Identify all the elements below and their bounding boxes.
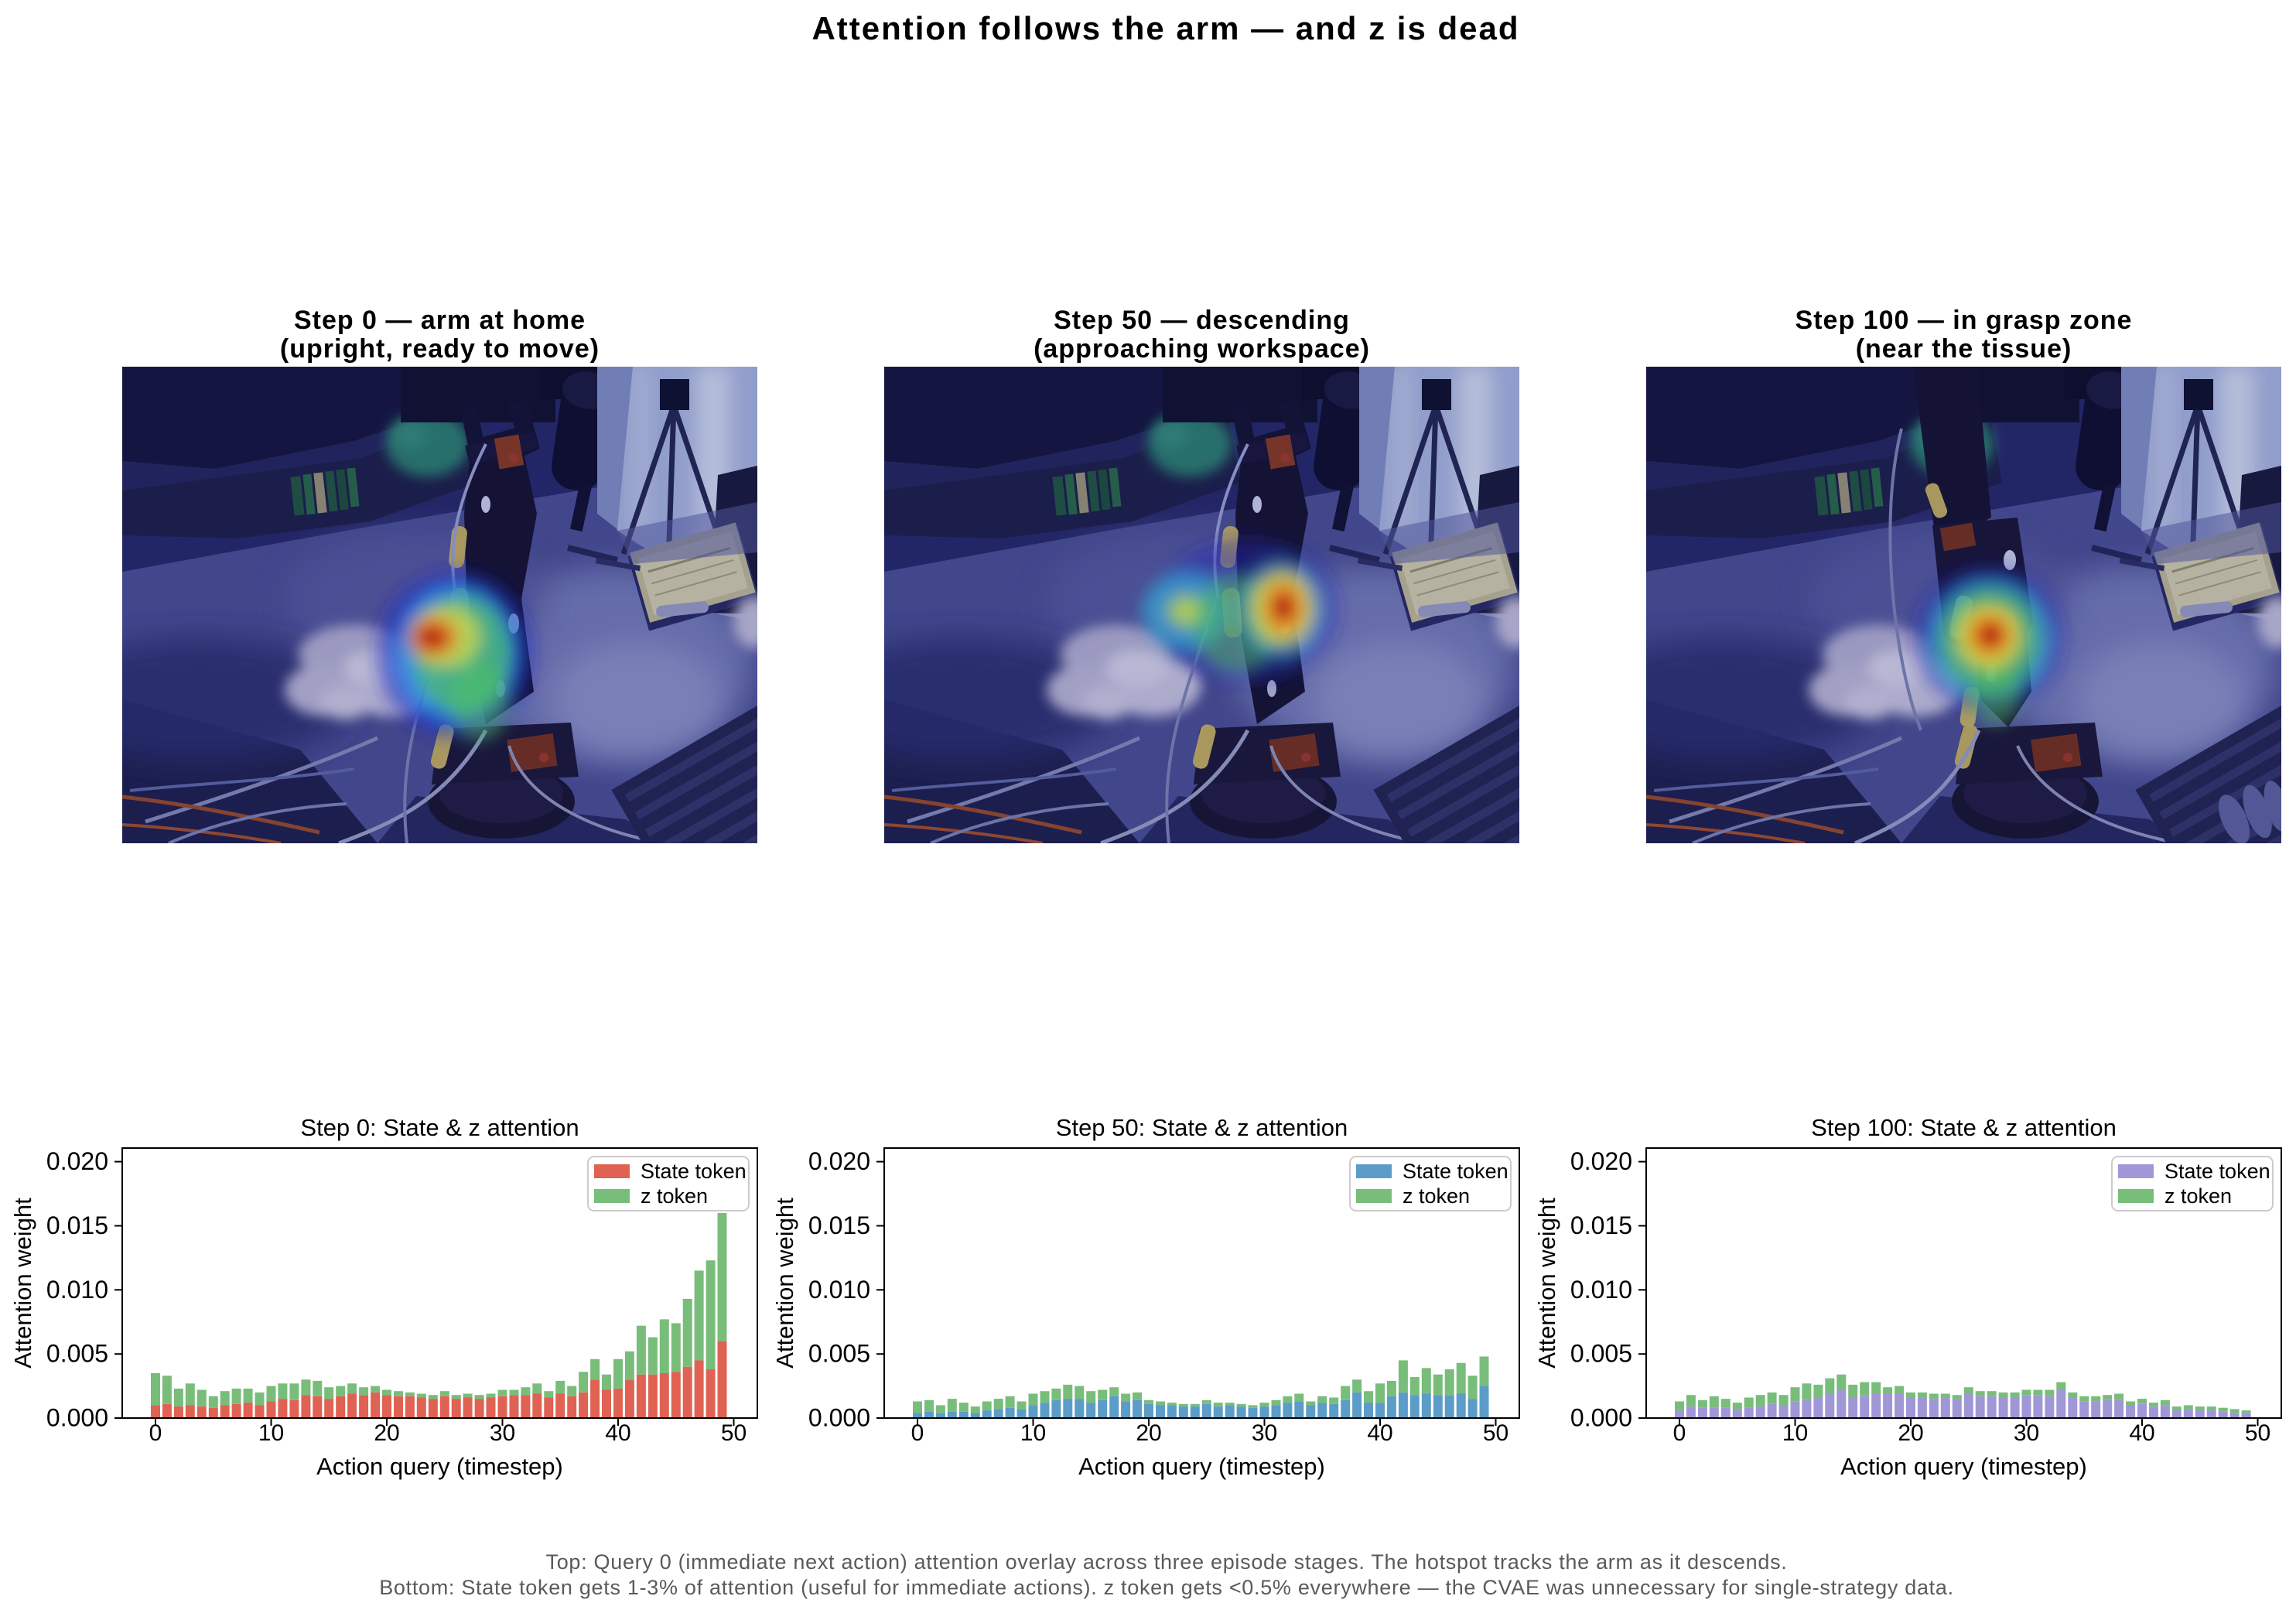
svg-text:State token: State token xyxy=(2164,1160,2270,1183)
svg-text:0.010: 0.010 xyxy=(1570,1276,1632,1304)
svg-text:Action query (timestep): Action query (timestep) xyxy=(316,1453,563,1480)
svg-text:Top: Query 0 (immediate next a: Top: Query 0 (immediate next action) att… xyxy=(546,1550,1788,1574)
svg-text:0.000: 0.000 xyxy=(46,1404,108,1432)
svg-text:0.015: 0.015 xyxy=(808,1211,870,1239)
svg-text:10: 10 xyxy=(1020,1420,1046,1446)
svg-text:0: 0 xyxy=(1673,1420,1686,1446)
svg-text:0.020: 0.020 xyxy=(808,1147,870,1175)
svg-text:0: 0 xyxy=(911,1420,924,1446)
svg-text:0.020: 0.020 xyxy=(1570,1147,1632,1175)
svg-text:Attention follows the arm — an: Attention follows the arm — and z is dea… xyxy=(811,10,1519,46)
svg-text:50: 50 xyxy=(721,1420,747,1446)
svg-text:30: 30 xyxy=(490,1420,515,1446)
svg-text:Step 100 — in grasp zone: Step 100 — in grasp zone xyxy=(1795,306,2133,335)
svg-text:State token: State token xyxy=(1403,1160,1508,1183)
svg-text:20: 20 xyxy=(1898,1420,1923,1446)
svg-text:z token: z token xyxy=(641,1184,708,1208)
svg-text:10: 10 xyxy=(1782,1420,1808,1446)
svg-text:Attention weight: Attention weight xyxy=(9,1198,36,1369)
svg-text:z token: z token xyxy=(1403,1184,1470,1208)
svg-text:Step 50 — descending: Step 50 — descending xyxy=(1054,306,1350,335)
svg-text:20: 20 xyxy=(1136,1420,1161,1446)
svg-text:0.000: 0.000 xyxy=(808,1404,870,1432)
svg-text:0.005: 0.005 xyxy=(1570,1340,1632,1368)
svg-text:Bottom: State token gets 1-3%: Bottom: State token gets 1-3% of attenti… xyxy=(379,1576,1954,1599)
svg-text:0.010: 0.010 xyxy=(46,1276,108,1304)
svg-text:50: 50 xyxy=(2245,1420,2270,1446)
svg-text:0.015: 0.015 xyxy=(1570,1211,1632,1239)
svg-text:0.005: 0.005 xyxy=(808,1340,870,1368)
svg-text:30: 30 xyxy=(2014,1420,2039,1446)
svg-text:Attention weight: Attention weight xyxy=(771,1198,798,1369)
svg-text:(upright, ready to move): (upright, ready to move) xyxy=(280,334,600,364)
svg-text:20: 20 xyxy=(374,1420,399,1446)
svg-text:z token: z token xyxy=(2164,1184,2232,1208)
svg-text:0.000: 0.000 xyxy=(1570,1404,1632,1432)
svg-text:0.015: 0.015 xyxy=(46,1211,108,1239)
svg-text:0: 0 xyxy=(149,1420,162,1446)
svg-text:(near the tissue): (near the tissue) xyxy=(1856,334,2072,364)
svg-text:0.005: 0.005 xyxy=(46,1340,108,1368)
svg-text:Step 0: State & z attention: Step 0: State & z attention xyxy=(300,1114,579,1141)
svg-text:0.010: 0.010 xyxy=(808,1276,870,1304)
svg-text:30: 30 xyxy=(1252,1420,1277,1446)
svg-text:40: 40 xyxy=(1367,1420,1392,1446)
svg-text:(approaching workspace): (approaching workspace) xyxy=(1034,334,1370,364)
svg-text:40: 40 xyxy=(605,1420,630,1446)
svg-text:Action query (timestep): Action query (timestep) xyxy=(1840,1453,2087,1480)
svg-text:Step 0 — arm at home: Step 0 — arm at home xyxy=(294,306,586,335)
svg-text:40: 40 xyxy=(2129,1420,2154,1446)
svg-text:0.020: 0.020 xyxy=(46,1147,108,1175)
svg-text:10: 10 xyxy=(258,1420,284,1446)
svg-text:Step 100: State & z attention: Step 100: State & z attention xyxy=(1811,1114,2117,1141)
svg-text:Action query (timestep): Action query (timestep) xyxy=(1078,1453,1325,1480)
svg-text:State token: State token xyxy=(641,1160,747,1183)
svg-text:50: 50 xyxy=(1483,1420,1508,1446)
svg-text:Attention weight: Attention weight xyxy=(1533,1198,1560,1369)
svg-text:Step 50: State & z attention: Step 50: State & z attention xyxy=(1056,1114,1348,1141)
